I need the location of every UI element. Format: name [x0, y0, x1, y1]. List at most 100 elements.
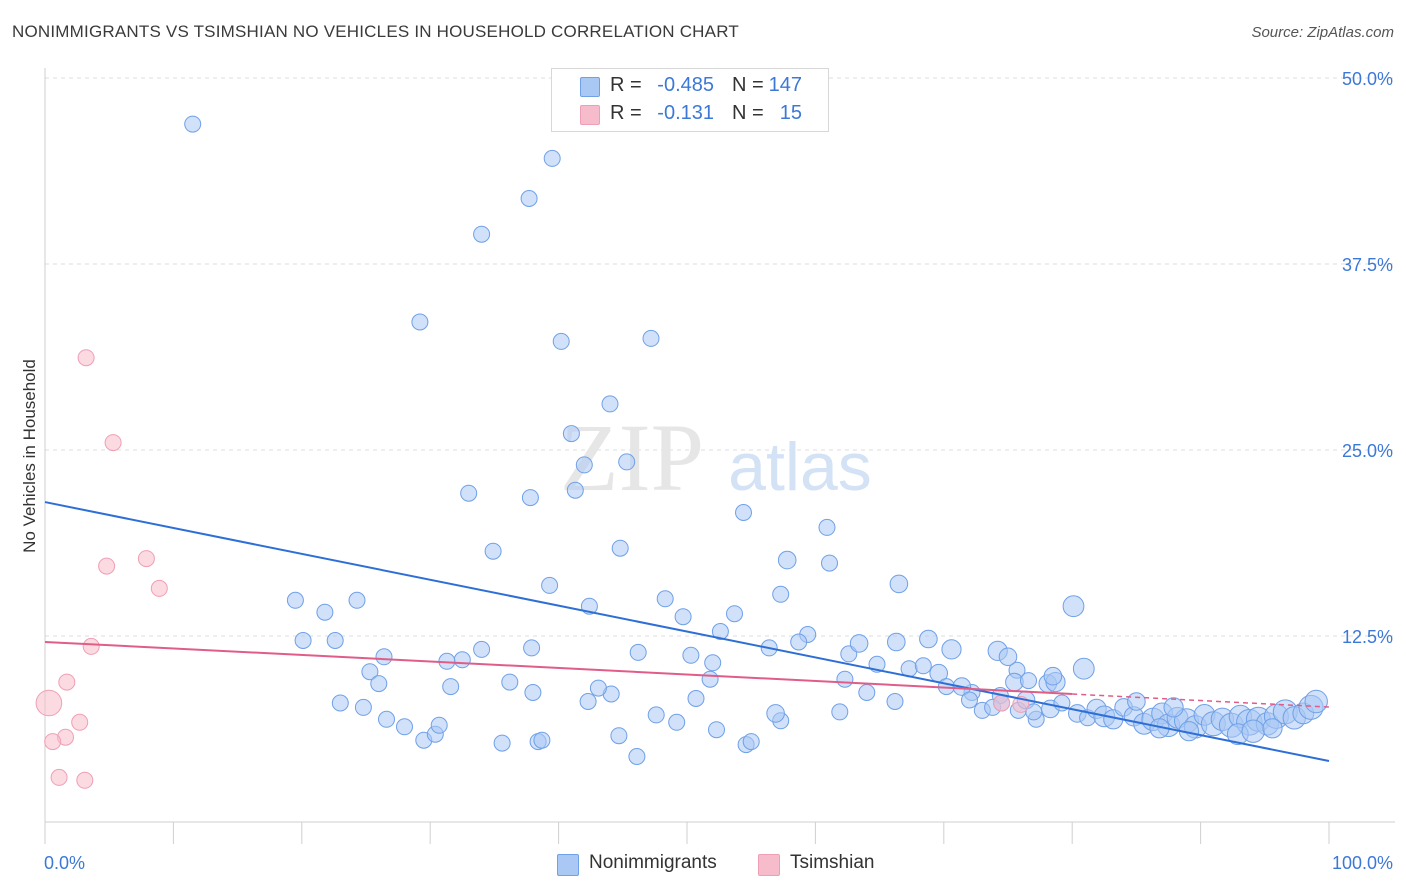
nonimmigrants-point [777, 550, 797, 570]
nonimmigrants-point [316, 603, 334, 621]
nonimmigrants-point [361, 663, 379, 681]
legend-swatch-tsimshian [580, 105, 600, 125]
tsimshian-point [82, 637, 100, 655]
nonimmigrants-point [836, 670, 854, 688]
nonimmigrants-point [668, 713, 686, 731]
tsimshian-point [35, 689, 63, 717]
nonimmigrants-point [442, 678, 460, 696]
nonimmigrants-point [521, 489, 539, 507]
nonimmigrants-point [493, 734, 511, 752]
nonimmigrants-point [647, 706, 665, 724]
nonimmigrants-point [533, 731, 551, 749]
tsimshian-point [58, 673, 76, 691]
y-tick-label: 50.0% [1342, 69, 1393, 89]
nonimmigrants-point [701, 670, 719, 688]
nonimmigrants-point [523, 639, 541, 657]
nonimmigrants-point [818, 518, 836, 536]
bottom-legend-swatch [758, 854, 780, 876]
nonimmigrants-point [674, 608, 692, 626]
tsimshian-point [71, 713, 89, 731]
nonimmigrants-point [1262, 718, 1283, 739]
nonimmigrants-point [687, 690, 705, 707]
nonimmigrants-point [889, 574, 909, 594]
bottom-legend-swatch [557, 854, 579, 876]
nonimmigrants-point [1020, 672, 1037, 690]
nonimmigrants-point [1241, 719, 1265, 743]
nonimmigrants-point [610, 727, 628, 745]
nonimmigrants-point [184, 115, 202, 133]
y-tick-label: 12.5% [1342, 627, 1393, 647]
nonimmigrants-point [682, 646, 700, 664]
nonimmigrants-point [708, 721, 725, 739]
nonimmigrants-point [886, 693, 904, 710]
nonimmigrants-point [628, 748, 646, 765]
y-axis-label: No Vehicles in Household [20, 359, 39, 553]
tsimshian-point [77, 349, 95, 367]
nonimmigrants-point [941, 639, 962, 660]
nonimmigrants-point [772, 585, 790, 603]
grid-lines [45, 77, 1395, 637]
nonimmigrants-point [524, 684, 542, 701]
watermark: ZIP atlas [560, 404, 872, 511]
legend-r-label: R = [610, 74, 642, 96]
legend-n-label: N = [732, 102, 764, 124]
tsimshian-point [44, 733, 62, 751]
nonimmigrants-point [1062, 595, 1085, 618]
nonimmigrants-point [1127, 692, 1146, 711]
nonimmigrants-point [1163, 697, 1184, 718]
nonimmigrants-point [1304, 689, 1328, 714]
tsimshian-point [150, 579, 168, 597]
legend-row-tsimshian: R = -0.131 N = 15 [552, 100, 828, 128]
nonimmigrants-point [611, 539, 629, 557]
nonimmigrants-point [566, 481, 584, 499]
nonimmigrants-point [286, 591, 304, 609]
nonimmigrants-point [790, 633, 808, 651]
tsimshian-point [50, 768, 68, 786]
legend-swatch-nonimmigrants [580, 77, 600, 97]
nonimmigrants-point [331, 694, 349, 712]
watermark-atlas: atlas [728, 429, 872, 505]
nonimmigrants-point [460, 484, 478, 502]
nonimmigrants-point [575, 456, 593, 474]
nonimmigrants-point [735, 504, 752, 521]
nonimmigrants-point [831, 703, 849, 721]
x-tick-label: 100.0% [1332, 853, 1393, 873]
source-label: Source: ZipAtlas.com [1251, 24, 1394, 41]
nonimmigrants-point [601, 395, 619, 413]
bottom-legend-label: Nonimmigrants [589, 852, 717, 873]
tsimshian-point [76, 771, 94, 789]
nonimmigrants-point [766, 704, 785, 723]
nonimmigrants-point [589, 679, 607, 697]
tick-labels: 12.5% 25.0% 37.5% 50.0% 0.0% 100.0% [44, 69, 1393, 873]
nonimmigrants-point [430, 716, 448, 734]
nonimmigrants-point [1072, 657, 1095, 680]
nonimmigrants-point [914, 657, 932, 675]
nonimmigrants-point [961, 691, 978, 709]
nonimmigrants-point [656, 590, 674, 608]
legend-row-nonimmigrants: R = -0.485 N = 147 [552, 72, 828, 100]
tsimshian-point [98, 557, 116, 575]
nonimmigrants-point [704, 654, 722, 672]
nonimmigrants-point [849, 634, 869, 653]
nonimmigrants-point [887, 632, 906, 652]
nonimmigrants-point [858, 684, 876, 701]
nonimmigrants-point [742, 733, 760, 751]
legend-n-value: 147 [768, 74, 802, 96]
tsimshian-trend-extension [1072, 693, 1330, 708]
tsimshian-point [993, 694, 1011, 712]
nonimmigrants-point [453, 651, 471, 669]
bottom-legend-label: Tsimshian [790, 852, 875, 873]
nonimmigrants-point [294, 632, 312, 649]
nonimmigrants-point [919, 629, 938, 649]
nonimmigrants-point [370, 675, 388, 693]
nonimmigrants-point [618, 453, 636, 471]
nonimmigrants-point [396, 718, 413, 736]
nonimmigrants-point [552, 332, 570, 350]
nonimmigrants-point [1043, 666, 1063, 686]
nonimmigrants-point [501, 673, 519, 691]
y-tick-label: 25.0% [1342, 441, 1393, 461]
legend-r-label: R = [610, 102, 642, 124]
nonimmigrants-point [711, 623, 729, 640]
nonimmigrants-point [642, 329, 660, 347]
tsimshian-trend-line [44, 640, 1073, 696]
